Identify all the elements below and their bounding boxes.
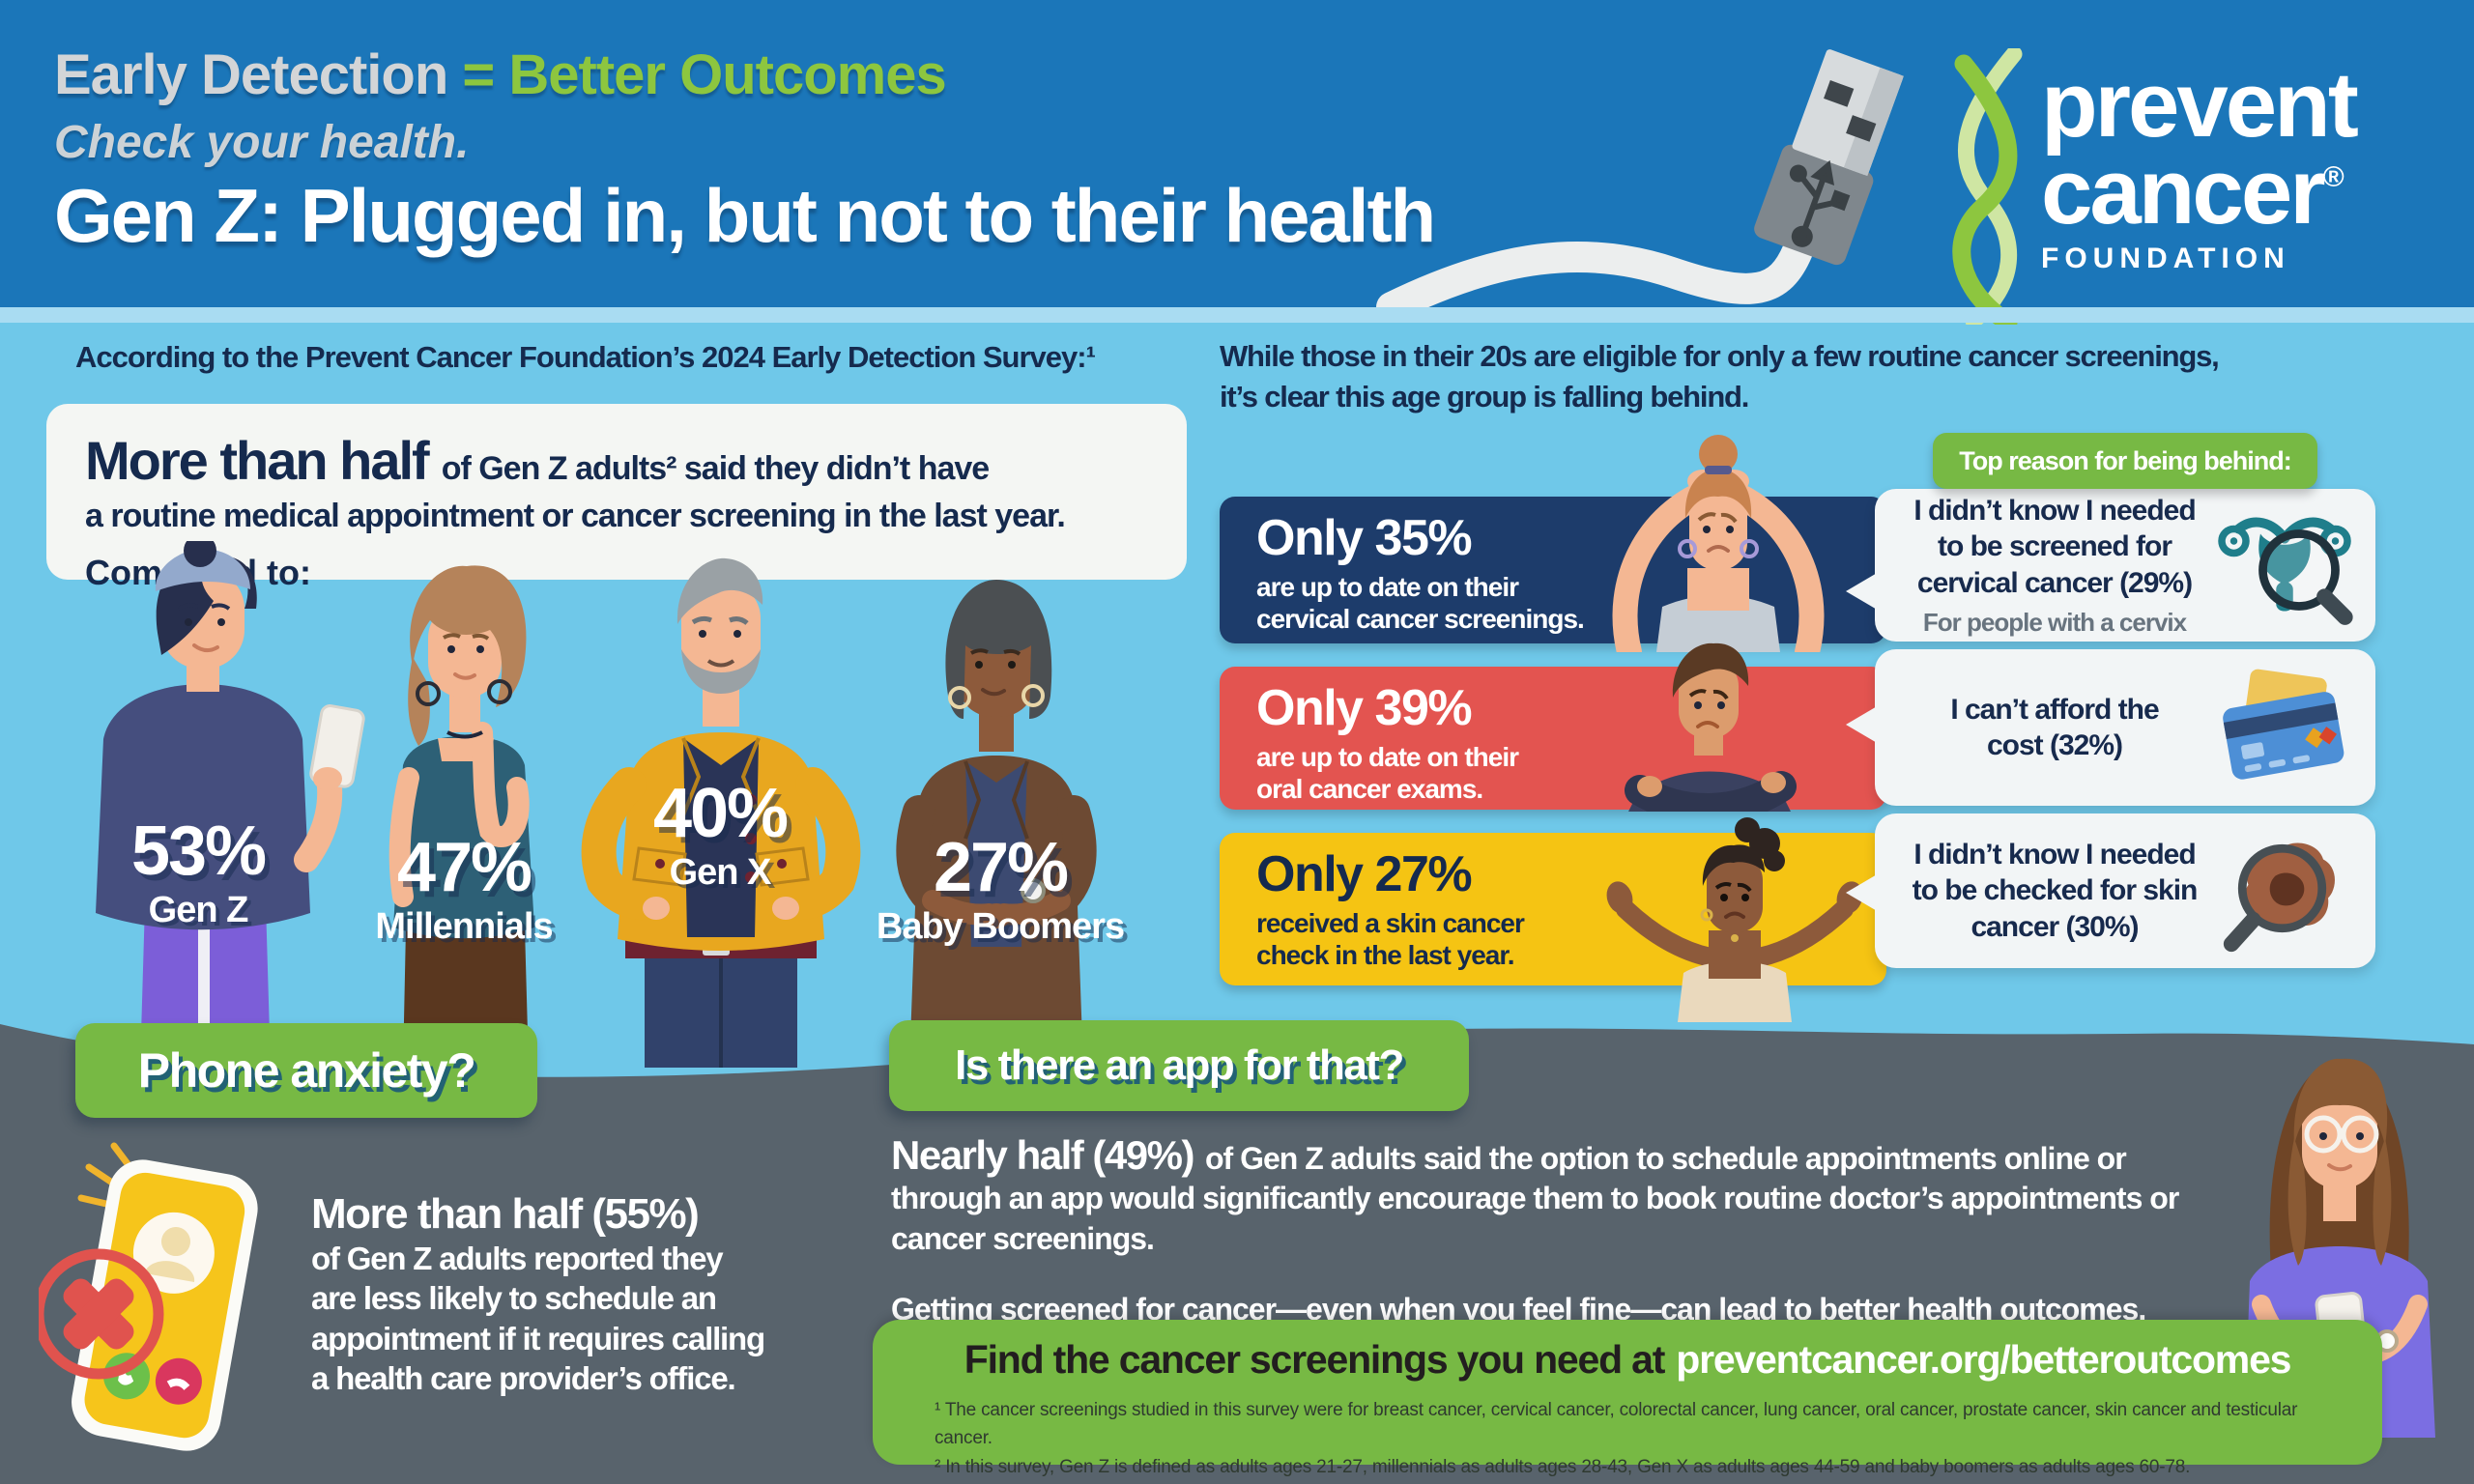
phone-anxiety-badge: Phone anxiety?	[75, 1023, 537, 1118]
stat-genz-label: Gen Z	[148, 890, 249, 930]
cervical-reason-callout: I didn’t know I needed to be screened fo…	[1846, 489, 2375, 642]
shrugging-person-illustration	[1606, 817, 1863, 1022]
app-question-badge: Is there an app for that?	[889, 1020, 1469, 1111]
genx-figure	[581, 557, 861, 1068]
cervical-stat: Only 35%	[1256, 510, 1473, 566]
blocked-call-icon	[39, 1142, 258, 1451]
screenings-intro-line2: it’s clear this age group is falling beh…	[1220, 379, 1749, 414]
phone-anxiety-stat: More than half (55%) of Gen Z adults rep…	[311, 1190, 765, 1396]
callout-tail	[1846, 705, 1879, 744]
phone-anxiety-lead: More than half (55%)	[311, 1190, 700, 1238]
key-stat-line1: More than half of Gen Z adults² said they…	[85, 430, 990, 491]
usb-plug-icon	[1376, 49, 1904, 307]
stat-millennials-label: Millennials	[375, 906, 553, 947]
cervical-desc: are up to date on their cervical cancer …	[1256, 571, 1585, 635]
stat-genz-pct: 53%	[130, 813, 267, 890]
logo-word-foundation: FOUNDATION	[2041, 243, 2290, 275]
top-reason-chip: Top reason for being behind:	[1933, 433, 2317, 489]
callout-tail	[1846, 873, 1879, 912]
worried-person-illustration	[1625, 642, 1797, 812]
uterus-screening-icon	[2218, 517, 2353, 625]
credit-card-icon	[2223, 669, 2345, 780]
screenings-intro: While those in their 20s are eligible fo…	[1220, 336, 2220, 417]
cta-title: Find the cancer screenings you need at pr…	[964, 1337, 2292, 1382]
stat-boomers-label: Baby Boomers	[876, 906, 1125, 947]
app-stat-line: Nearly half (49%) of Gen Z adults said th…	[891, 1132, 2127, 1178]
header-divider-strip	[0, 307, 2474, 323]
stat-genx-pct: 40%	[652, 775, 789, 852]
tagline-early-detection: Early Detection	[54, 43, 448, 106]
app-section-text: Nearly half (49%) of Gen Z adults said th…	[891, 1132, 2179, 1327]
cost-reason-callout: I can’t afford the cost (32%)	[1846, 649, 2375, 806]
tagline-better-outcomes: Better Outcomes	[508, 43, 946, 106]
stat-boomers-pct: 27%	[933, 829, 1069, 906]
equals-sign: =	[462, 43, 495, 106]
stat-millennials: 47% Millennials	[338, 833, 590, 948]
header-subtitle: Check your health.	[54, 117, 470, 168]
header-band: Early Detection = Better Outcomes Check …	[0, 0, 2474, 325]
survey-intro: According to the Prevent Cancer Foundati…	[75, 340, 1096, 374]
footnote-1: ¹ The cancer screenings studied in this …	[935, 1400, 2298, 1449]
skin-desc: received a skin cancer check in the last…	[1256, 907, 1525, 971]
cta-banner: Find the cancer screenings you need at pr…	[873, 1320, 2382, 1477]
skin-reason-callout: I didn’t know I needed to be checked for…	[1846, 813, 2375, 968]
top-reason-label: Top reason for being behind:	[1959, 445, 2291, 475]
cost-reason-text: I can’t afford the cost (32%)	[1950, 693, 2159, 762]
cervical-reason-text: I didn’t know I needed to be screened fo…	[1902, 493, 2207, 639]
page-title: Gen Z: Plugged in, but not to their heal…	[54, 173, 1436, 258]
cta-url: preventcancer.org/betteroutcomes	[1676, 1337, 2291, 1382]
oral-stat: Only 39%	[1256, 680, 1473, 736]
stat-genz: 53% Gen Z	[87, 816, 309, 931]
screenings-intro-line1: While those in their 20s are eligible fo…	[1220, 339, 2220, 373]
key-stat-line2: a routine medical appointment or cancer …	[85, 498, 1066, 534]
skin-mole-icon	[2223, 842, 2335, 953]
phone-anxiety-title: Phone anxiety?	[137, 1043, 476, 1098]
key-stat-card: More than half of Gen Z adults² said they…	[46, 404, 1187, 592]
app-question-title: Is there an app for that?	[955, 1042, 1404, 1089]
footnotes: ¹ The cancer screenings studied in this …	[935, 1396, 2320, 1481]
boomer-figure	[896, 580, 1097, 1068]
registered-mark: ®	[2322, 161, 2345, 194]
skin-reason-text: I didn’t know I needed to be checked for…	[1912, 838, 2199, 943]
logo-word-prevent: prevent	[2041, 53, 2359, 157]
stat-millennials-pct: 47%	[396, 829, 532, 906]
oral-desc: are up to date on their oral cancer exam…	[1256, 741, 1519, 805]
logo-helix-icon	[1952, 48, 2023, 325]
stat-genx-label: Gen X	[669, 852, 772, 893]
footnote-2: ² In this survey, Gen Z is defined as ad…	[935, 1456, 2191, 1477]
generations-illustration	[96, 541, 1097, 1068]
callout-tail	[1846, 572, 1879, 611]
logo-wordmark: prevent cancer® FOUNDATION	[2041, 53, 2359, 275]
stat-genx: 40% Gen X	[609, 779, 831, 894]
cervix-note: For people with a cervix	[1922, 608, 2187, 637]
stressed-person-illustration	[1612, 435, 1825, 652]
logo-word-cancer: cancer®	[2041, 140, 2345, 244]
stat-boomers: 27% Baby Boomers	[860, 833, 1140, 948]
key-stat-lead: More than half	[85, 430, 430, 491]
header-tagline: Early Detection = Better Outcomes	[54, 43, 947, 107]
skin-stat: Only 27%	[1256, 846, 1473, 902]
